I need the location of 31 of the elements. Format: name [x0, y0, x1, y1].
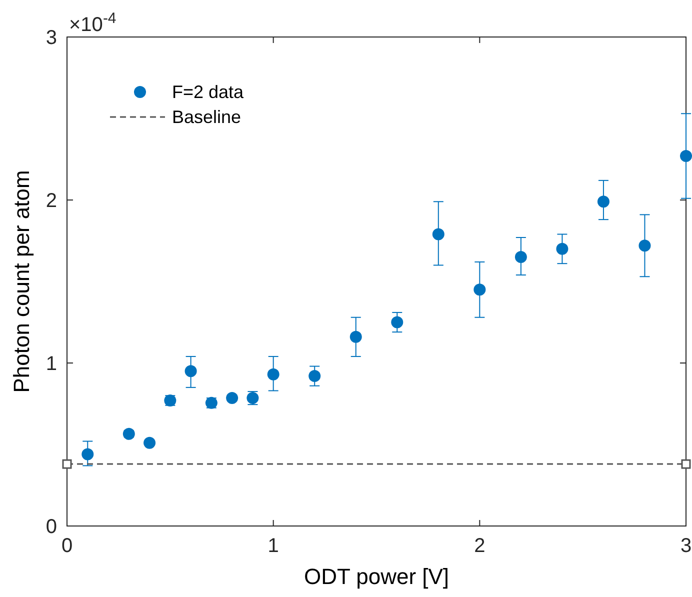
- x-tick-label: 2: [474, 535, 486, 557]
- y-tick-label: 3: [46, 27, 57, 49]
- point: [308, 370, 321, 382]
- point: [122, 428, 135, 440]
- legend-label: Baseline: [172, 107, 242, 127]
- point: [184, 365, 197, 378]
- point: [62, 459, 72, 469]
- y-tick-label: 0: [46, 516, 57, 538]
- point: [82, 448, 94, 460]
- y-tick-label: 1: [46, 353, 57, 375]
- text: ×10$^{-4}$: [69, 10, 116, 36]
- y-axis-title: Photon count per atom: [9, 170, 34, 393]
- y-tick-label: 2: [46, 190, 57, 212]
- x-tick-label: 1: [268, 535, 279, 557]
- point: [680, 150, 692, 162]
- x-tick-label: 3: [680, 535, 692, 557]
- point: [638, 240, 651, 252]
- x-axis-title: ODT power [V]: [304, 564, 450, 589]
- point: [597, 196, 610, 208]
- point: [267, 368, 280, 380]
- point: [474, 284, 486, 296]
- x-tick-label: 0: [61, 535, 73, 557]
- point: [391, 316, 404, 328]
- legend-label: F=2 data: [172, 82, 245, 102]
- point: [144, 436, 156, 449]
- point: [556, 242, 568, 255]
- point: [681, 459, 691, 469]
- point: [432, 228, 444, 240]
- point: [226, 392, 238, 404]
- point: [350, 330, 362, 343]
- point: [514, 251, 527, 264]
